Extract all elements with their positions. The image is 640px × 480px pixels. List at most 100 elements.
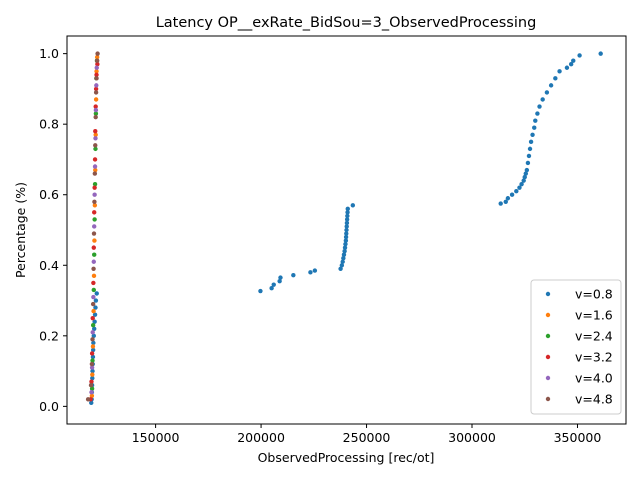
y-tick-label: 0.6 [39,187,59,202]
data-point [521,178,526,183]
data-point [344,231,349,236]
data-point [90,375,95,381]
data-point [544,90,550,95]
x-tick-label: 350000 [554,430,602,445]
data-point [93,86,99,92]
data-point [535,111,540,116]
x-tick-label: 300000 [448,430,496,445]
series-v=3.2 [88,62,100,402]
data-point [92,181,98,187]
data-point [91,340,96,346]
data-point [91,294,96,300]
data-point [341,252,347,257]
data-point [92,326,97,331]
data-point [90,315,95,321]
data-point [527,146,533,152]
data-point [343,238,349,243]
data-point [92,164,98,169]
data-point [553,76,558,81]
data-point [89,386,95,391]
series-v=0.8 [89,51,603,406]
y-axis-title: Percentage (%) [13,182,28,278]
data-point [93,114,98,120]
data-point [522,174,527,180]
data-point [291,272,296,278]
data-point [92,252,97,257]
data-point [93,136,98,141]
data-point [94,83,99,88]
data-point [94,58,100,63]
data-point [523,171,529,176]
data-point [90,358,95,363]
data-point [92,238,97,243]
data-point [345,206,350,212]
series-v=4.0 [89,65,99,395]
data-point [525,160,531,166]
data-point [540,97,545,102]
data-point [345,213,350,219]
data-point [90,354,96,360]
data-point [90,337,95,342]
data-point [91,308,96,314]
data-point [598,51,603,56]
data-point [93,97,99,102]
data-point [95,51,100,56]
data-point [94,65,99,70]
data-point [344,227,349,233]
data-point [344,217,350,222]
data-point [93,143,98,148]
data-point [343,234,349,240]
data-point [519,181,524,187]
data-point [505,196,511,201]
data-point [90,368,95,374]
data-point [91,273,97,279]
data-point [90,344,96,349]
data-point [92,312,98,317]
y-tick-label: 0.2 [39,328,59,343]
legend-box [530,279,622,415]
data-point [568,62,574,67]
data-point [91,333,96,339]
data-point [93,146,98,152]
data-point [339,263,345,268]
data-point [90,323,96,328]
y-tick-label: 1.0 [39,46,59,61]
data-point [344,220,350,226]
series-v=1.6 [89,54,100,398]
data-point [89,400,94,406]
y-axis: 0.0 0.2 0.4 0.6 0.8 1.0 [39,46,67,414]
data-point [528,139,534,145]
data-point [89,351,95,356]
data-point [89,379,94,384]
data-point [338,266,343,271]
data-point [530,132,535,137]
data-point [533,118,538,123]
data-point [92,185,97,190]
data-point [85,397,91,402]
y-tick-label: 0.0 [39,399,59,414]
legend-label: v=4.8 [575,392,613,407]
data-point [342,245,348,250]
data-point [94,72,99,78]
data-point [345,210,350,215]
data-point [532,125,537,130]
data-point [93,132,98,137]
data-point [89,390,94,395]
data-point [91,266,96,271]
legend-marker [545,354,551,360]
data-point [271,282,276,287]
data-point [350,203,356,208]
data-point [92,192,97,197]
plot-area [85,51,603,406]
legend-marker [545,333,551,339]
data-point [93,167,98,173]
data-point [89,361,95,367]
data-point [95,62,100,67]
legend-label: v=1.6 [575,308,613,323]
data-point [92,217,97,222]
x-axis-title: ObservedProcessing [rec/ot] [258,450,435,465]
data-point [312,268,318,273]
data-point [524,167,530,173]
data-point [93,305,98,310]
